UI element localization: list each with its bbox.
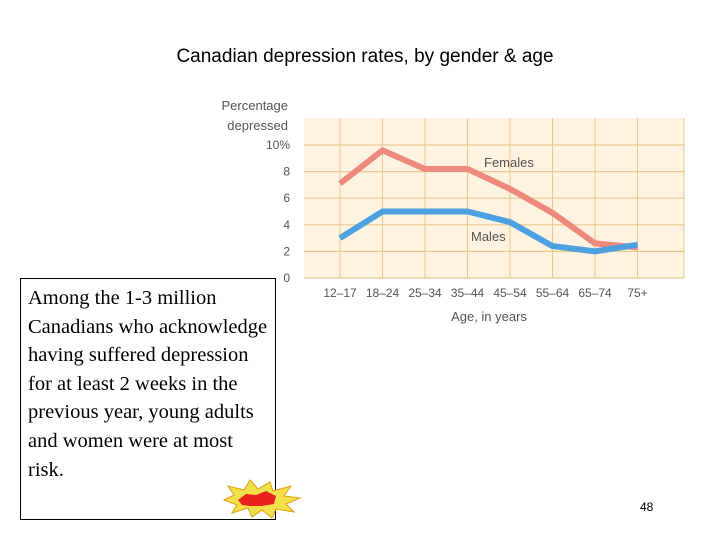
y-tick-label: 2 <box>283 244 290 258</box>
x-tick-label: 55–64 <box>536 286 570 300</box>
slide-title: Canadian depression rates, by gender & a… <box>176 46 554 67</box>
x-tick-label: 75+ <box>627 286 647 300</box>
note-textbox: Among the 1-3 million Canadians who ackn… <box>20 278 276 520</box>
y-tick-label: 6 <box>283 191 290 205</box>
y-tick-label: 0 <box>283 271 290 285</box>
explosion-burst-icon <box>222 479 302 519</box>
y-tick-label: 10% <box>266 138 290 152</box>
y-axis-label-line-2: depressed <box>227 118 288 133</box>
series-line-females <box>338 147 638 251</box>
x-tick-label: 12–17 <box>323 286 357 300</box>
x-axis-label: Age, in years <box>451 309 527 324</box>
y-tick-label: 8 <box>283 165 290 179</box>
page-number: 48 <box>640 500 654 514</box>
legend-label-males: Males <box>471 229 506 244</box>
x-tick-label: 45–54 <box>493 286 527 300</box>
x-tick-label: 25–34 <box>408 286 442 300</box>
legend-label-females: Females <box>484 155 534 170</box>
x-tick-label: 35–44 <box>451 286 485 300</box>
y-tick-label: 4 <box>283 218 290 232</box>
y-axis-label-line-1: Percentage <box>222 98 289 113</box>
series-line-males <box>338 208 638 255</box>
x-tick-label: 65–74 <box>578 286 612 300</box>
x-tick-label: 18–24 <box>366 286 400 300</box>
